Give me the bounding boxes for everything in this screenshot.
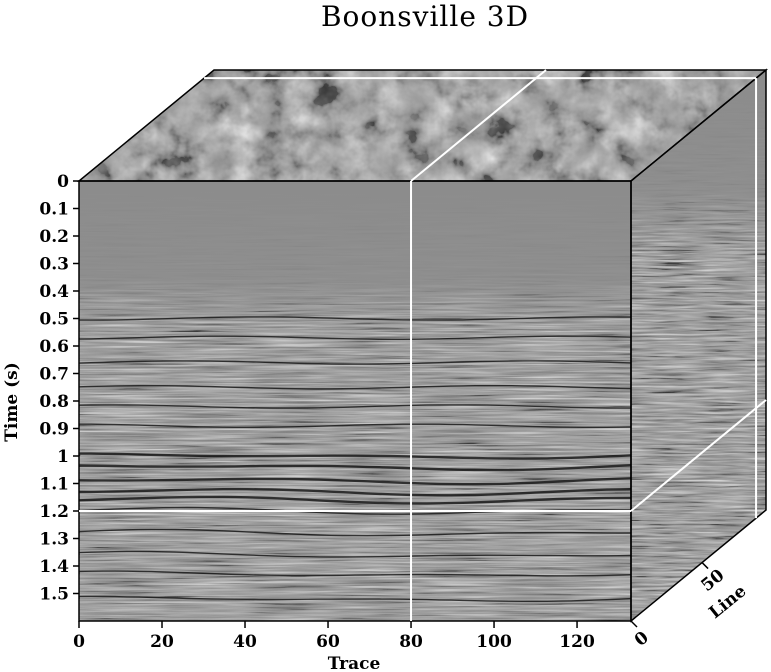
reflector-horizon	[79, 385, 631, 390]
reflector-horizon	[79, 360, 631, 365]
top-face	[79, 70, 766, 181]
y-tick-label: 0.8	[39, 392, 69, 412]
y-tick-label: 0.1	[39, 200, 69, 220]
x-tick-label: 0	[73, 632, 85, 652]
x-tick-label: 80	[399, 632, 423, 652]
reflector-horizon	[79, 550, 631, 558]
x-tick-label: 20	[150, 632, 174, 652]
y-tick-label: 1.5	[39, 585, 69, 605]
front-face	[79, 181, 631, 621]
y-axis-label: Time (s)	[2, 362, 22, 442]
time-slice-side	[630, 399, 767, 512]
y-tick-label: 0.3	[39, 255, 69, 275]
x-tick-label: 60	[316, 632, 340, 652]
reflector-horizon	[79, 570, 631, 577]
side-face	[631, 70, 766, 621]
y-tick-label: 1	[57, 447, 69, 467]
y-tick-label: 1.3	[39, 530, 69, 550]
y-tick-label: 1.2	[39, 502, 69, 522]
trace-axis: 0 20 40 60 80 100 120	[73, 621, 595, 652]
z-tick-mark	[701, 562, 709, 570]
y-tick-label: 1.1	[39, 475, 69, 495]
reflector-horizon	[79, 335, 631, 340]
reflector-horizon	[79, 464, 631, 472]
y-tick-label: 1.4	[39, 557, 69, 577]
reflector-events	[79, 316, 631, 602]
y-tick-label: 0.4	[39, 282, 69, 302]
reflector-horizon	[79, 404, 631, 409]
reflector-horizon	[79, 477, 631, 486]
x-tick-label: 100	[476, 632, 512, 652]
x-axis-label: Trace	[328, 654, 381, 672]
time-axis: 0 0.1 0.2 0.3 0.4 0.5 0.6 0.7 0.8 0.9 1 1.1 1.2 1.3 1.…	[39, 172, 79, 605]
x-tick-label: 120	[559, 632, 595, 652]
y-tick-label: 0.6	[39, 337, 69, 357]
reflector-horizon	[79, 316, 631, 321]
y-tick-label: 0.5	[39, 310, 69, 330]
reflector-horizon	[79, 595, 631, 602]
chart-title: Boonsville 3D	[321, 0, 529, 33]
y-tick-label: 0.2	[39, 227, 69, 247]
reflector-horizon	[79, 495, 631, 505]
reflector-horizon	[79, 528, 631, 537]
reflector-horizon	[79, 488, 631, 497]
y-tick-label: 0.9	[39, 420, 69, 440]
y-tick-label: 0	[57, 172, 69, 192]
reflector-horizon	[79, 423, 631, 428]
trace-slice-top	[410, 69, 547, 182]
slice-lines	[79, 69, 767, 621]
z-tick-label: 0	[631, 628, 653, 651]
y-tick-label: 0.7	[39, 365, 69, 385]
x-tick-label: 40	[233, 632, 257, 652]
z-tick-mark	[630, 620, 638, 628]
reflector-horizon	[79, 452, 631, 460]
